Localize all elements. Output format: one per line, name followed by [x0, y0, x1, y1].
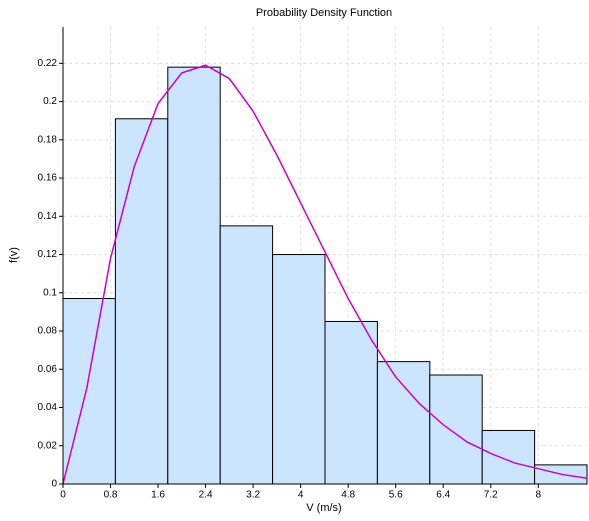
y-tick-label: 0.06	[38, 364, 58, 375]
bar	[167, 66, 221, 485]
x-tick-label: 6.4	[436, 490, 450, 501]
bar	[62, 298, 116, 485]
y-tick-label: 0.2	[43, 96, 57, 107]
y-tick-label: 0.1	[43, 287, 57, 298]
y-tick-label: 0.02	[38, 440, 58, 451]
y-tick-label: 0.04	[38, 402, 58, 413]
bar	[324, 320, 378, 485]
bar	[272, 254, 326, 485]
bar	[219, 225, 274, 485]
y-tick-label: 0.14	[38, 211, 58, 222]
y-tick-label: 0.16	[38, 173, 58, 184]
y-tick-label: 0.22	[38, 58, 58, 69]
bar	[376, 361, 431, 485]
bar	[114, 118, 169, 485]
x-axis-label: V (m/s)	[306, 502, 341, 514]
x-tick-label: 8	[536, 490, 542, 501]
x-tick-label: 1.6	[151, 490, 165, 501]
x-tick-label: 7.2	[484, 490, 498, 501]
x-tick-label: 5.6	[389, 490, 403, 501]
x-tick-label: 4.8	[341, 490, 355, 501]
x-tick-label: 0	[60, 490, 66, 501]
y-tick-label: 0.08	[38, 326, 58, 337]
bar	[481, 429, 536, 485]
x-tick-label: 3.2	[246, 490, 260, 501]
y-tick-label: 0	[51, 479, 57, 490]
y-tick-label: 0.12	[38, 249, 58, 260]
y-tick-label: 0.18	[38, 134, 58, 145]
chart-title: Probability Density Function	[256, 7, 392, 19]
x-tick-label: 4	[298, 490, 304, 501]
x-tick-label: 0.8	[104, 490, 118, 501]
bar	[429, 374, 483, 485]
pdf-curve	[62, 64, 588, 485]
y-axis-label: f(v)	[8, 247, 20, 263]
x-tick-label: 2.4	[199, 490, 213, 501]
